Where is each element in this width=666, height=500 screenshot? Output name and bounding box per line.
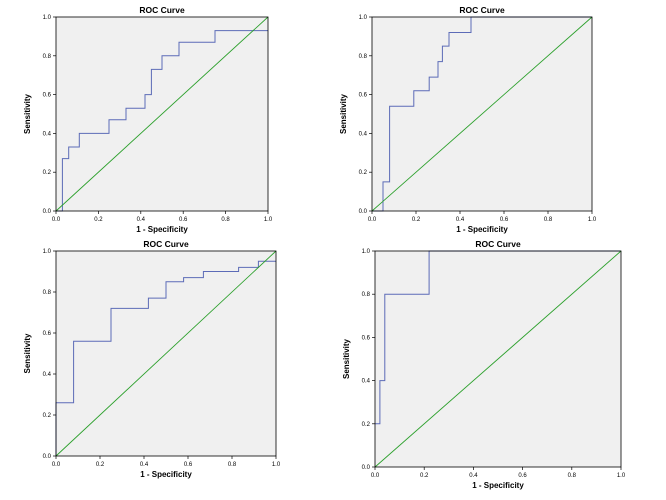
x-tick-label: 0.6 <box>179 217 188 223</box>
roc-panel-4: ROC Curve 0.0 0.2 0.4 0.6 0.8 1.0 0.0 0.2 0.4 0.6 0… <box>342 239 626 490</box>
x-tick-label: 1.0 <box>264 217 273 223</box>
x-tick-label: 0.2 <box>96 462 105 468</box>
y-tick-label: 0.6 <box>43 331 52 337</box>
roc-panel-3: ROC Curve 0.0 0.2 0.4 0.6 0.8 1.0 0.0 0.2 0.4 0.6 0… <box>23 239 281 479</box>
x-tick-label: 0.4 <box>456 217 465 223</box>
plot-frame <box>55 250 277 457</box>
y-tick-label: 0.2 <box>43 413 52 419</box>
x-axis-label: 1 - Specificity <box>472 481 524 490</box>
y-tick-label: 0.6 <box>43 93 52 99</box>
chart-title: ROC Curve <box>475 239 521 249</box>
y-axis-label: Sensitivity <box>23 333 32 374</box>
y-tick-label: 0.0 <box>359 209 368 215</box>
x-axis-label: 1 - Specificity <box>140 470 192 479</box>
x-tick-label: 0.2 <box>94 217 103 223</box>
y-tick-label: 0.4 <box>43 372 52 378</box>
chart-title: ROC Curve <box>143 239 189 249</box>
y-tick-label: 0.8 <box>362 292 371 298</box>
roc-curve-line <box>372 16 592 212</box>
y-tick-label: 0.2 <box>359 170 368 176</box>
y-tick-label: 0.0 <box>43 209 52 215</box>
x-tick-label: 0.0 <box>52 217 61 223</box>
x-tick-label: 0.6 <box>500 217 509 223</box>
x-tick-label: 0.8 <box>568 473 577 479</box>
plot-frame <box>55 16 269 212</box>
roc-curve-line <box>56 30 268 212</box>
y-tick-label: 0.0 <box>43 454 52 460</box>
y-tick-label: 1.0 <box>43 249 52 255</box>
y-tick-label: 0.2 <box>362 422 371 428</box>
chart-title: ROC Curve <box>459 5 505 15</box>
y-tick-label: 1.0 <box>359 15 368 21</box>
roc-curve-line <box>375 250 621 425</box>
x-tick-label: 0.0 <box>368 217 377 223</box>
x-tick-label: 0.2 <box>412 217 421 223</box>
roc-curve-line <box>55 260 276 456</box>
y-tick-label: 0.6 <box>359 93 368 99</box>
x-tick-label: 1.0 <box>617 473 626 479</box>
reference-line <box>55 250 277 457</box>
y-tick-label: 0.2 <box>43 170 52 176</box>
x-tick-label: 1.0 <box>588 217 597 223</box>
y-tick-label: 0.8 <box>43 54 52 60</box>
y-tick-label: 0.0 <box>362 465 371 471</box>
y-axis-label: Sensitivity <box>23 93 32 134</box>
y-tick-label: 0.8 <box>359 54 368 60</box>
reference-line <box>374 250 622 468</box>
y-tick-label: 0.8 <box>43 290 52 296</box>
roc-panel-2: ROC Curve 0.0 0.2 0.4 0.6 0.8 1.0 0.0 0.2 0.4 0.6 0… <box>339 5 597 234</box>
x-tick-label: 0.4 <box>140 462 149 468</box>
y-axis-label: Sensitivity <box>342 338 351 379</box>
x-tick-label: 0.0 <box>371 473 380 479</box>
x-tick-label: 0.4 <box>137 217 146 223</box>
x-tick-label: 0.4 <box>469 473 478 479</box>
y-tick-label: 1.0 <box>362 249 371 255</box>
plot-frame <box>371 16 593 212</box>
y-tick-label: 0.4 <box>43 131 52 137</box>
x-axis-label: 1 - Specificity <box>136 225 188 234</box>
chart-title: ROC Curve <box>139 5 185 15</box>
roc-panel-1: ROC Curve 0.0 0.2 0.4 0.6 0.8 1.0 0.0 0.2 0.4 0.6 0… <box>23 5 273 234</box>
reference-line <box>55 16 269 212</box>
reference-line <box>371 16 593 212</box>
x-tick-label: 0.2 <box>420 473 429 479</box>
y-tick-label: 0.6 <box>362 335 371 341</box>
x-tick-label: 0.6 <box>518 473 527 479</box>
x-tick-label: 0.8 <box>221 217 230 223</box>
y-axis-label: Sensitivity <box>339 93 348 134</box>
x-tick-label: 0.0 <box>52 462 61 468</box>
plot-frame <box>374 250 622 468</box>
y-tick-label: 0.4 <box>359 131 368 137</box>
x-tick-label: 0.6 <box>184 462 193 468</box>
x-tick-label: 0.8 <box>228 462 237 468</box>
x-tick-label: 1.0 <box>272 462 281 468</box>
y-tick-label: 0.4 <box>362 379 371 385</box>
x-axis-label: 1 - Specificity <box>456 225 508 234</box>
x-tick-label: 0.8 <box>544 217 553 223</box>
y-tick-label: 1.0 <box>43 15 52 21</box>
